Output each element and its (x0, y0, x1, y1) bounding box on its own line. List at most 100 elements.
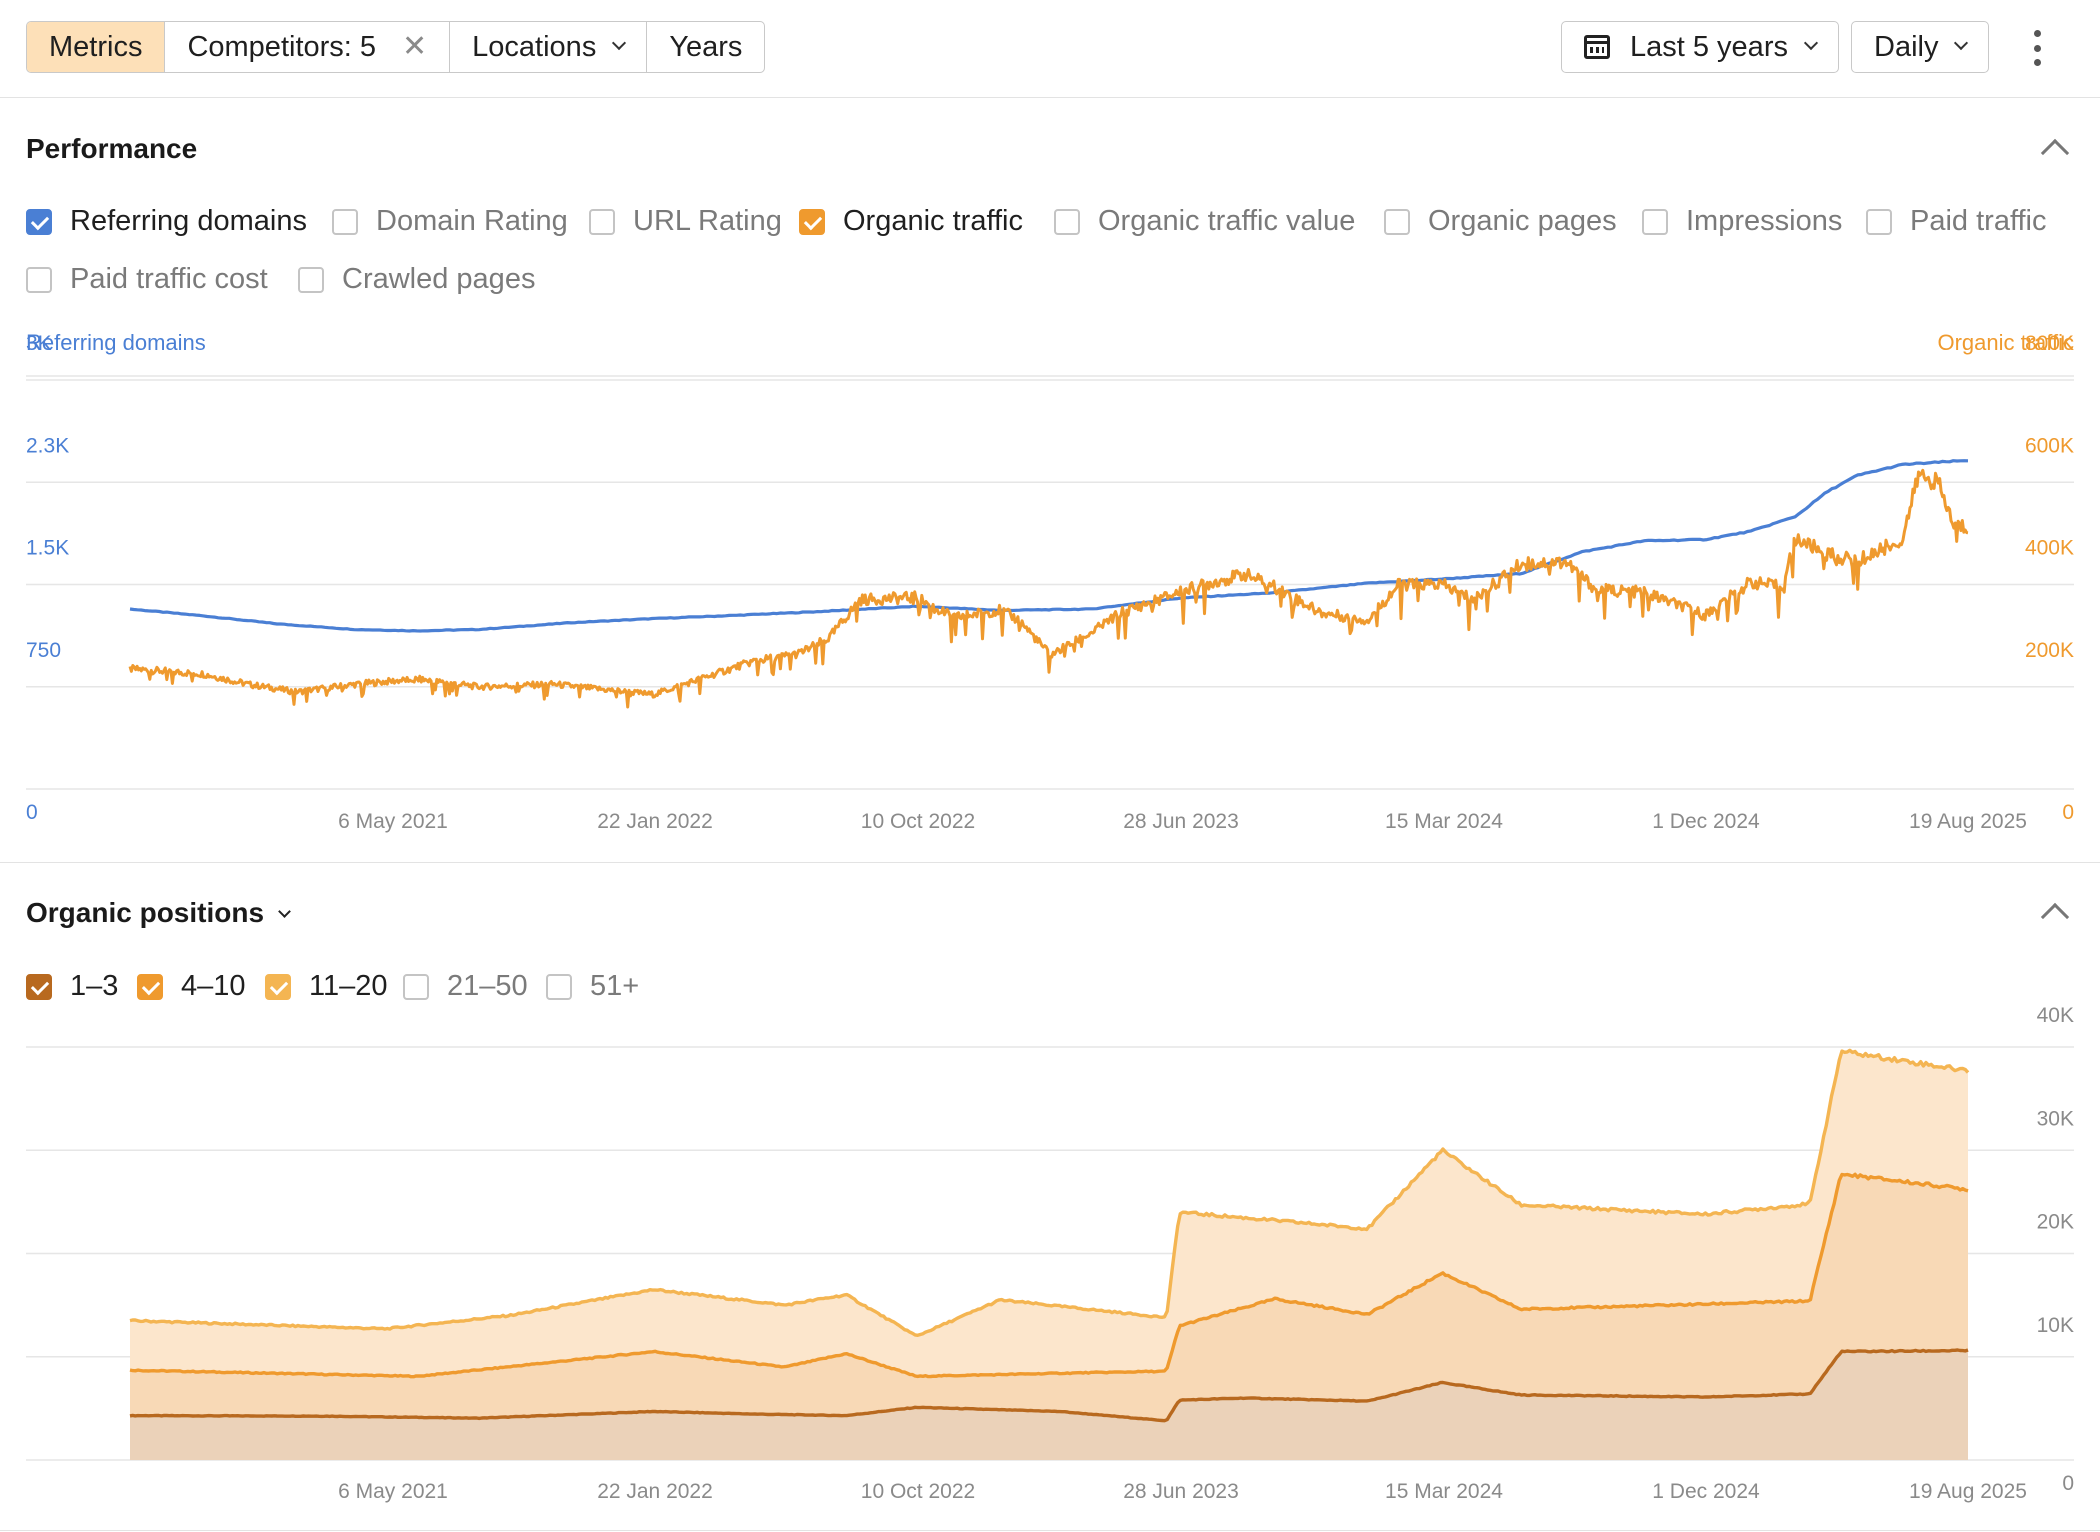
metric-checkbox-paid-traffic-cost[interactable]: Paid traffic cost (26, 263, 268, 296)
interval-dropdown[interactable]: Daily (1851, 21, 1990, 73)
metric-checkbox-organic-pages[interactable]: Organic pages (1384, 205, 1617, 238)
checkbox-label: Domain Rating (376, 205, 568, 237)
more-options-icon[interactable] (2026, 30, 2048, 66)
right-axis-title: Organic traffic (1937, 330, 2074, 355)
metric-checkbox-organic-traffic[interactable]: Organic traffic (799, 205, 1023, 238)
calendar-icon (1584, 35, 1610, 59)
metric-checkbox-impressions[interactable]: Impressions (1642, 205, 1842, 238)
y-axis-tick-label: 30K (2037, 1107, 2074, 1130)
left-axis-tick-label: 1.5K (26, 537, 69, 560)
performance-axis-ticks: 0 750 1.5K 2.3K 3K 0 200K 400K 600K 800K 6 May 202… (26, 332, 2074, 833)
date-range-dropdown[interactable]: Last 5 years (1561, 21, 1839, 73)
checkbox-label: 4–10 (181, 970, 246, 1002)
organic-positions-title: Organic positions (26, 897, 265, 928)
metrics-tab-label: Metrics (49, 30, 143, 63)
right-axis-tick-label: 800K (2025, 332, 2074, 355)
x-axis-tick-label: 10 Oct 2022 (861, 810, 975, 833)
metric-checkbox-paid-traffic[interactable]: Paid traffic (1866, 205, 2046, 238)
position-checkbox-21-50[interactable]: 21–50 (403, 970, 528, 1003)
metric-checkbox-crawled-pages[interactable]: Crawled pages (298, 263, 535, 296)
position-checkbox-4-10[interactable]: 4–10 (137, 970, 246, 1003)
checkbox-box[interactable] (332, 208, 358, 235)
checkbox-box[interactable] (265, 973, 291, 1000)
metric-checkbox-referring-domains[interactable]: Referring domains (26, 205, 307, 238)
series-line-organic-traffic (128, 468, 1969, 709)
checkbox-label: Paid traffic (1910, 205, 2047, 237)
left-axis-tick-label: 0 (26, 801, 38, 824)
checkbox-box[interactable] (26, 208, 52, 235)
x-axis-tick-label: 28 Jun 2023 (1123, 1480, 1239, 1503)
competitors-tab[interactable]: Competitors: 5 ✕ (165, 22, 451, 72)
x-axis-tick-label: 1 Dec 2024 (1652, 810, 1760, 833)
checkbox-box[interactable] (137, 973, 163, 1000)
y-axis-tick-label: 40K (2037, 1004, 2074, 1027)
series-line-11-20 (129, 1048, 1970, 1337)
series-line-referring-domains (129, 459, 1969, 633)
position-checkbox-51[interactable]: 51+ (546, 970, 639, 1003)
x-axis-tick-label: 22 Jan 2022 (597, 1480, 713, 1503)
y-axis-tick-label: 10K (2037, 1314, 2074, 1337)
checkbox-box[interactable] (1866, 208, 1892, 235)
close-icon[interactable]: ✕ (402, 30, 428, 63)
report-tabs: Metrics Competitors: 5 ✕ Locations Years (26, 21, 766, 73)
checkbox-box[interactable] (298, 266, 324, 293)
left-axis-title: Referring domains (26, 330, 206, 355)
checkbox-label: Referring domains (70, 205, 307, 237)
performance-chart: 0 750 1.5K 2.3K 3K 0 200K 400K 600K 800K 6 May 202… (26, 332, 2074, 833)
interval-label: Daily (1874, 30, 1939, 63)
x-axis-tick-label: 6 May 2021 (338, 1480, 448, 1503)
checkbox-box[interactable] (1384, 208, 1410, 235)
x-axis-tick-label: 15 Mar 2024 (1385, 1480, 1503, 1503)
checkbox-label: 1–3 (70, 970, 119, 1002)
section-divider (0, 862, 2100, 863)
years-tab[interactable]: Years (647, 22, 764, 72)
checkbox-label: 11–20 (309, 970, 388, 1002)
checkbox-label: Impressions (1686, 205, 1843, 237)
left-axis-tick-label: 750 (26, 639, 61, 662)
position-checkbox-11-20[interactable]: 11–20 (265, 970, 388, 1003)
x-axis-tick-label: 1 Dec 2024 (1652, 1480, 1760, 1503)
series-area-4-10 (130, 1174, 1968, 1460)
locations-dropdown[interactable]: Locations (450, 22, 648, 72)
checkbox-box[interactable] (799, 208, 825, 235)
right-axis-tick-label: 0 (2062, 801, 2074, 824)
checkbox-label: Paid traffic cost (70, 263, 268, 295)
positions-axis-ticks: 0 10K 20K 30K 40K 6 May 2021 22 Jan 2022 10 Oct… (338, 1004, 2074, 1503)
series-area-1-3 (130, 1350, 1968, 1460)
locations-label: Locations (472, 30, 597, 63)
right-axis-tick-label: 400K (2025, 537, 2074, 560)
checkbox-box[interactable] (1054, 208, 1080, 235)
x-axis-tick-label: 28 Jun 2023 (1123, 810, 1239, 833)
right-axis-tick-label: 200K (2025, 639, 2074, 662)
checkbox-label: Organic traffic (843, 205, 1023, 237)
checkbox-box[interactable] (546, 973, 572, 1000)
series-line-4-10 (129, 1172, 1969, 1379)
performance-title: Performance (26, 133, 198, 164)
left-axis-tick-label: 2.3K (26, 434, 69, 457)
checkbox-box[interactable] (1642, 208, 1668, 235)
checkbox-label: URL Rating (633, 205, 782, 237)
checkbox-box[interactable] (26, 973, 52, 1000)
checkbox-label: 51+ (590, 970, 640, 1002)
metric-checkbox-domain-rating[interactable]: Domain Rating (332, 205, 568, 238)
series-line-1-3 (129, 1348, 1969, 1423)
years-tab-label: Years (669, 30, 743, 63)
metric-checkbox-url-rating[interactable]: URL Rating (589, 205, 782, 238)
performance-gridlines (26, 375, 2074, 790)
x-axis-tick-label: 19 Aug 2025 (1909, 1480, 2027, 1503)
metric-checkbox-organic-traffic-value[interactable]: Organic traffic value (1054, 205, 1355, 238)
checkbox-box[interactable] (403, 973, 429, 1000)
date-range-label: Last 5 years (1630, 30, 1788, 63)
checkbox-box[interactable] (26, 266, 52, 293)
checkbox-label: Crawled pages (342, 263, 536, 295)
bottom-divider (0, 1530, 2100, 1531)
checkbox-label: 21–50 (447, 970, 528, 1002)
metrics-tab[interactable]: Metrics (27, 22, 166, 72)
checkbox-label: Organic traffic value (1098, 205, 1356, 237)
competitors-tab-label: Competitors: 5 (187, 30, 377, 63)
x-axis-tick-label: 19 Aug 2025 (1909, 810, 2027, 833)
checkbox-box[interactable] (589, 208, 615, 235)
x-axis-tick-label: 6 May 2021 (338, 810, 448, 833)
position-checkbox-1-3[interactable]: 1–3 (26, 970, 118, 1003)
organic-positions-dropdown[interactable]: Organic positions (26, 897, 291, 929)
